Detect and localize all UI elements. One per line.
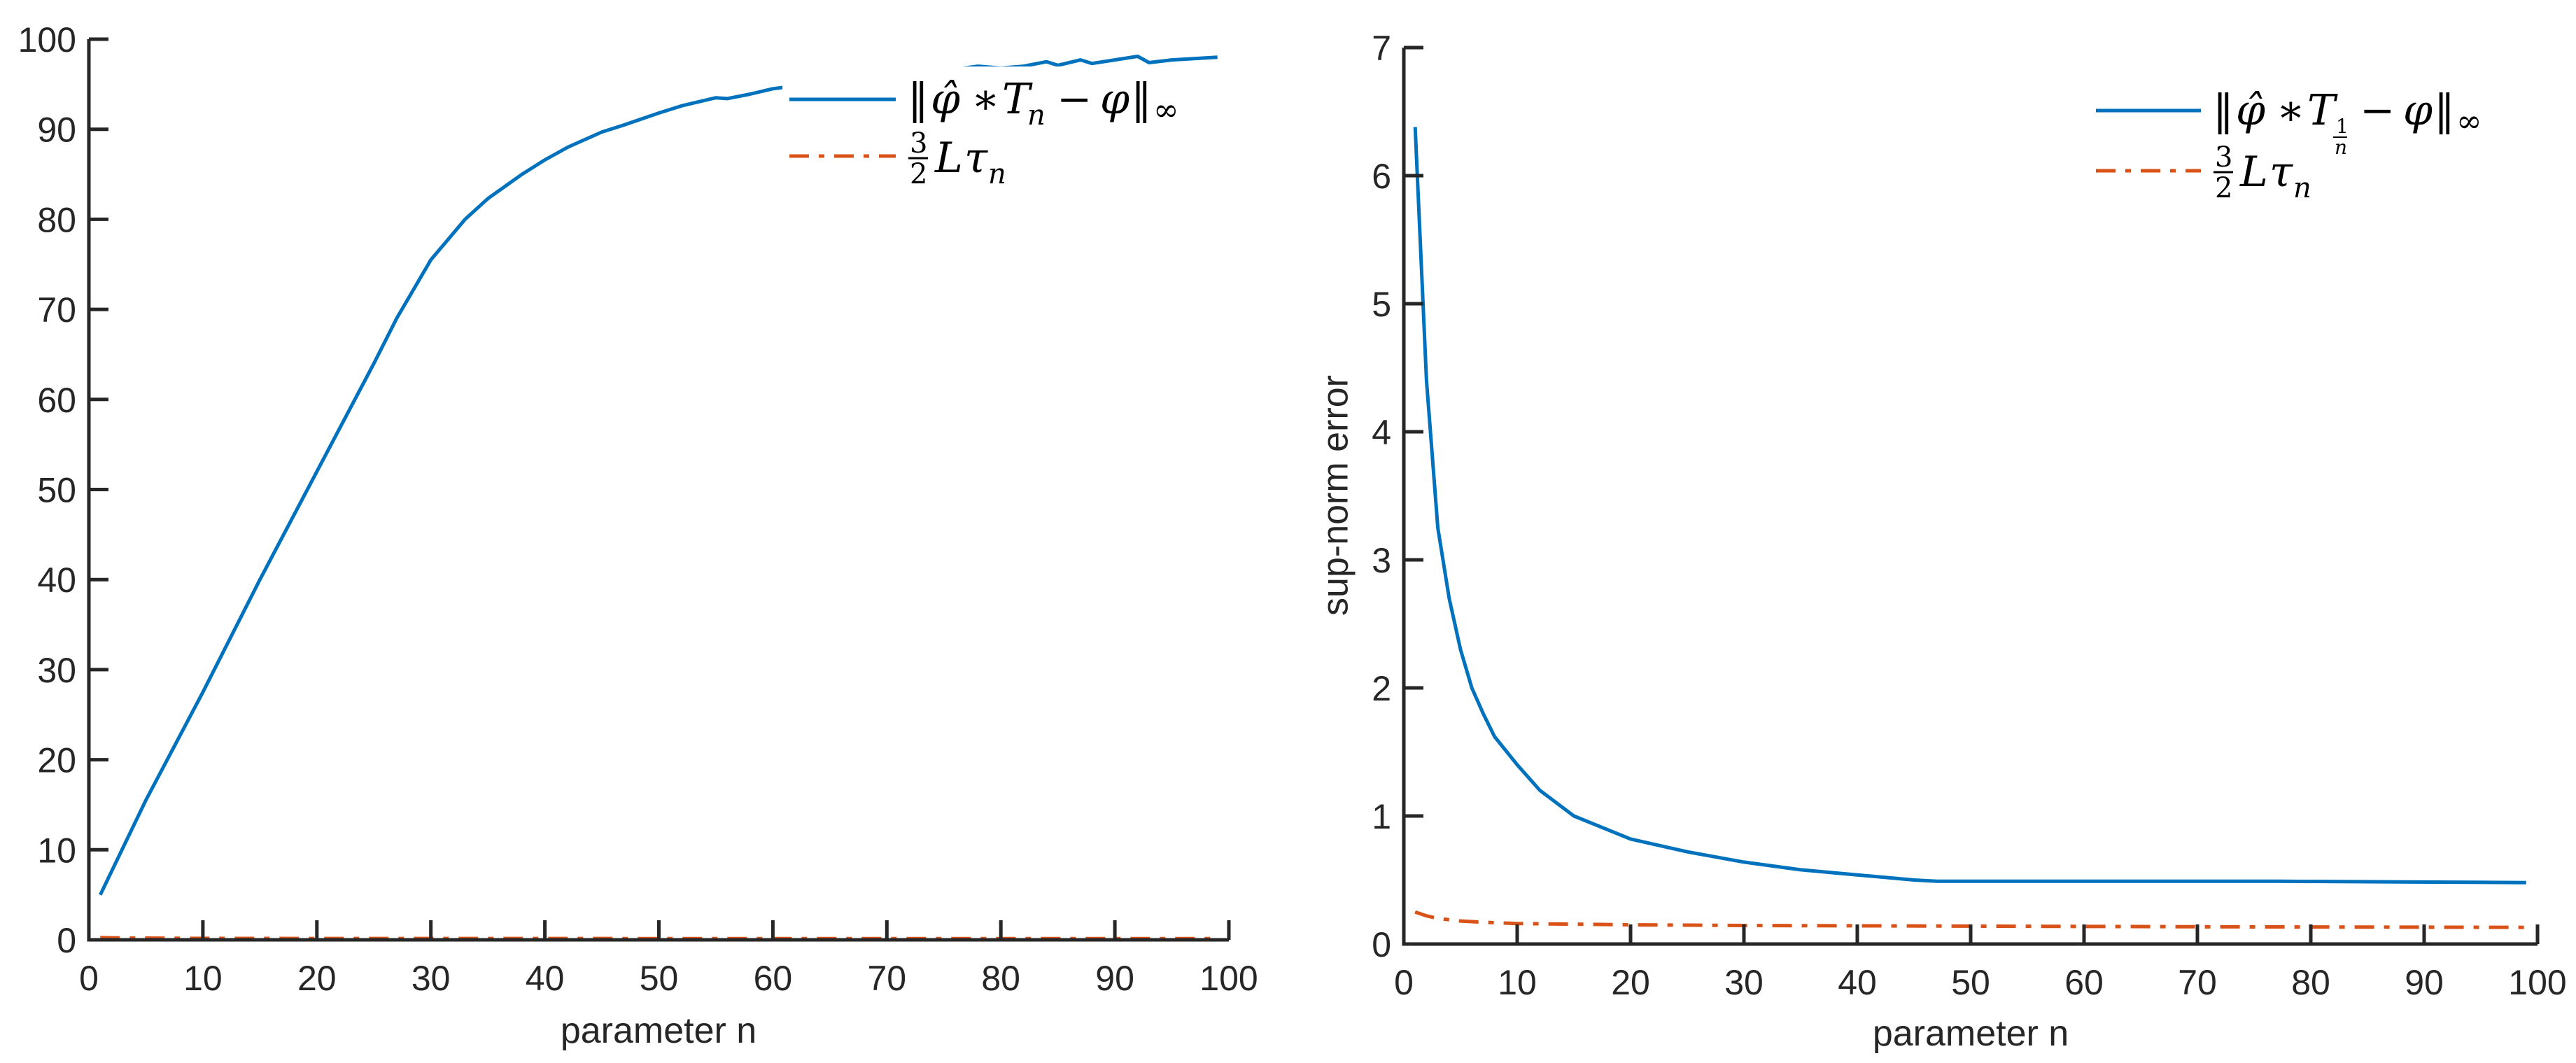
left-plot-lines [99, 55, 1218, 941]
left-x-tick-label: 30 [411, 959, 451, 998]
left-y-tick-label: 10 [37, 831, 76, 870]
right-y-tick-label: 2 [1372, 669, 1391, 708]
left-x-tick-label: 90 [1095, 959, 1134, 998]
right-x-tick-label: 10 [1498, 963, 1537, 1002]
T-symbol: T [2307, 86, 2338, 135]
minus: − [2360, 86, 2395, 135]
right-chart: ‖ φ̂ ∗ T 1 n − φ ‖ ∞ 3 2 L τ n [1316, 29, 2567, 1054]
left-y-tick-label: 40 [37, 561, 76, 600]
infinity-subscript: ∞ [2456, 104, 2482, 139]
tau-subscript: n [988, 158, 1006, 190]
right-x-tick-label: 50 [1951, 963, 1990, 1002]
left-x-tick-label: 60 [754, 959, 793, 998]
right-x-axis-label: parameter n [1873, 1013, 2069, 1054]
left-x-tick-label: 40 [526, 959, 565, 998]
right-x-ticks: 0 10 20 30 40 50 60 70 80 90 100 [1394, 924, 2567, 1002]
left-y-tick-label: 80 [37, 200, 76, 239]
right-y-tick-label: 7 [1372, 29, 1391, 68]
tau-symbol: τ [2269, 148, 2293, 197]
left-y-ticks: 0 10 20 30 40 50 60 70 80 90 100 [18, 20, 108, 960]
right-legend: ‖ φ̂ ∗ T 1 n − φ ‖ ∞ 3 2 L τ n [2096, 86, 2482, 204]
right-series-orange-dashdot-line [1414, 910, 2526, 929]
right-x-tick-label: 20 [1611, 963, 1650, 1002]
right-x-tick-label: 100 [2508, 963, 2566, 1002]
phi-hat: φ̂ [2236, 86, 2265, 135]
left-y-tick-label: 90 [37, 111, 76, 150]
fraction-numerator: 3 [910, 127, 927, 160]
norm-open: ‖ [908, 75, 929, 124]
left-y-tick-label: 30 [37, 651, 76, 690]
left-x-tick-label: 70 [867, 959, 906, 998]
left-legend-orange-label: 3 2 L τ n [908, 127, 1006, 190]
T-subscript-denominator: n [2335, 136, 2347, 159]
right-x-tick-label: 30 [1724, 963, 1764, 1002]
left-x-tick-label: 100 [1199, 959, 1258, 998]
right-y-ticks: 0 1 2 3 4 5 6 7 [1372, 29, 1423, 964]
left-y-tick-label: 20 [37, 741, 76, 780]
left-x-axis-label: parameter n [561, 1011, 756, 1051]
left-x-tick-label: 80 [981, 959, 1020, 998]
T-subscript: n [1027, 99, 1046, 132]
right-y-tick-label: 6 [1372, 157, 1391, 196]
right-y-axis-label: sup-norm error [1316, 375, 1356, 616]
right-plot-lines [1413, 127, 2526, 929]
phi: φ [2403, 86, 2433, 135]
right-legend-orange-label: 3 2 L τ n [2213, 141, 2311, 204]
tau-subscript: n [2293, 172, 2311, 204]
T-symbol: T [1002, 75, 1033, 124]
right-legend-blue-label: ‖ φ̂ ∗ T 1 n − φ ‖ ∞ [2213, 86, 2482, 159]
infinity-subscript: ∞ [1153, 92, 1179, 128]
star: ∗ [971, 75, 1000, 124]
minus: − [1057, 75, 1092, 124]
tau-symbol: τ [964, 134, 988, 183]
left-y-tick-label: 50 [37, 471, 76, 510]
left-x-tick-label: 50 [640, 959, 679, 998]
right-x-tick-label: 80 [2291, 963, 2330, 1002]
right-y-tick-label: 1 [1372, 797, 1391, 836]
left-series-blue-line [99, 55, 1218, 896]
norm-close: ‖ [2434, 86, 2455, 135]
right-x-tick-label: 90 [2405, 963, 2444, 1002]
right-x-tick-label: 70 [2178, 963, 2217, 1002]
L-symbol: L [934, 134, 963, 183]
left-legend-blue-label: ‖ φ̂ ∗ T n − φ ‖ ∞ [908, 75, 1179, 132]
norm-close: ‖ [1131, 75, 1152, 124]
norm-open: ‖ [2213, 86, 2234, 135]
fraction-numerator: 3 [2215, 141, 2232, 174]
L-symbol: L [2239, 148, 2268, 197]
right-x-tick-label: 40 [1838, 963, 1877, 1002]
phi: φ [1100, 75, 1129, 124]
left-series-orange-dashdot-line [100, 936, 1218, 941]
left-axes: 0 10 20 30 40 50 60 70 80 90 100 0 10 20 30 40 50 60 70 80… [18, 20, 1258, 998]
left-y-tick-label: 100 [18, 20, 76, 59]
star: ∗ [2276, 86, 2305, 135]
right-y-tick-label: 4 [1372, 413, 1391, 452]
fraction-denominator: 2 [2215, 172, 2232, 204]
phi-hat: φ̂ [931, 75, 960, 124]
right-x-tick-label: 0 [1394, 963, 1414, 1002]
right-y-tick-label: 5 [1372, 285, 1391, 324]
left-x-tick-label: 20 [297, 959, 337, 998]
left-y-tick-label: 70 [37, 290, 76, 330]
left-x-tick-label: 0 [79, 959, 99, 998]
left-x-tick-label: 10 [183, 959, 223, 998]
left-legend: ‖ φ̂ ∗ T n − φ ‖ ∞ 3 2 L τ n [782, 66, 1202, 190]
right-series-blue-line [1413, 127, 2526, 885]
right-y-tick-label: 3 [1372, 541, 1391, 580]
right-y-tick-label: 0 [1372, 925, 1391, 964]
left-y-tick-label: 60 [37, 381, 76, 420]
left-y-tick-label: 0 [57, 921, 76, 960]
T-subscript-numerator: 1 [2336, 115, 2349, 138]
left-x-ticks: 0 10 20 30 40 50 60 70 80 90 100 [79, 920, 1258, 998]
left-legend-box [782, 66, 1202, 189]
right-axis-frame [1402, 48, 2538, 946]
fraction-denominator: 2 [910, 158, 927, 190]
right-x-tick-label: 60 [2064, 963, 2104, 1002]
